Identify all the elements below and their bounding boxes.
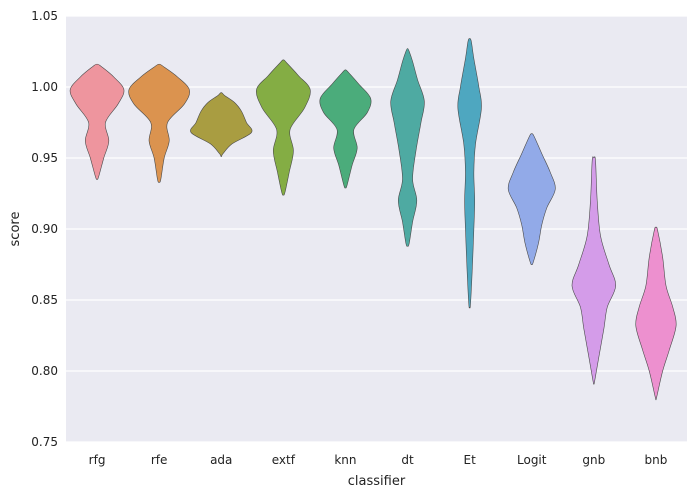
gridlines xyxy=(66,15,687,443)
x-tick-label: gnb xyxy=(582,453,605,467)
y-tick-label: 0.95 xyxy=(31,151,58,165)
x-tick-label: bnb xyxy=(645,453,668,467)
x-tick-label: Logit xyxy=(517,453,547,467)
violin-rfg xyxy=(69,63,125,180)
violin-extf xyxy=(256,59,311,196)
x-tick-label: ada xyxy=(210,453,232,467)
violin-et xyxy=(457,38,482,309)
x-tick-label: extf xyxy=(272,453,296,467)
y-tick-label: 0.85 xyxy=(31,293,58,307)
y-tick-label: 1.00 xyxy=(31,80,58,94)
x-axis-label: classifier xyxy=(348,474,406,489)
y-tick-labels: 0.75 0.80 0.85 0.90 0.95 1.00 1.05 xyxy=(31,9,58,449)
violin-rfe xyxy=(128,63,190,183)
x-tick-label: Et xyxy=(464,453,477,467)
y-tick-label: 0.90 xyxy=(31,222,58,236)
x-tick-label: dt xyxy=(401,453,414,467)
violins xyxy=(69,38,677,401)
violin-gnb xyxy=(571,156,616,385)
violin-dt xyxy=(390,48,425,247)
x-tick-label: rfg xyxy=(89,453,106,467)
y-tick-label: 0.75 xyxy=(31,435,58,449)
violin-bnb xyxy=(635,226,677,401)
y-tick-label: 1.05 xyxy=(31,9,58,23)
y-tick-label: 0.80 xyxy=(31,364,58,378)
x-tick-label: knn xyxy=(334,453,356,467)
x-tick-label: rfe xyxy=(151,453,168,467)
x-tick-labels: rfg rfe ada extf knn dt Et Logit gnb bnb xyxy=(89,453,668,467)
violin-knn xyxy=(319,69,372,189)
violin-logit xyxy=(507,133,556,265)
y-axis-label: score xyxy=(8,212,23,247)
violin-ada xyxy=(190,92,253,158)
